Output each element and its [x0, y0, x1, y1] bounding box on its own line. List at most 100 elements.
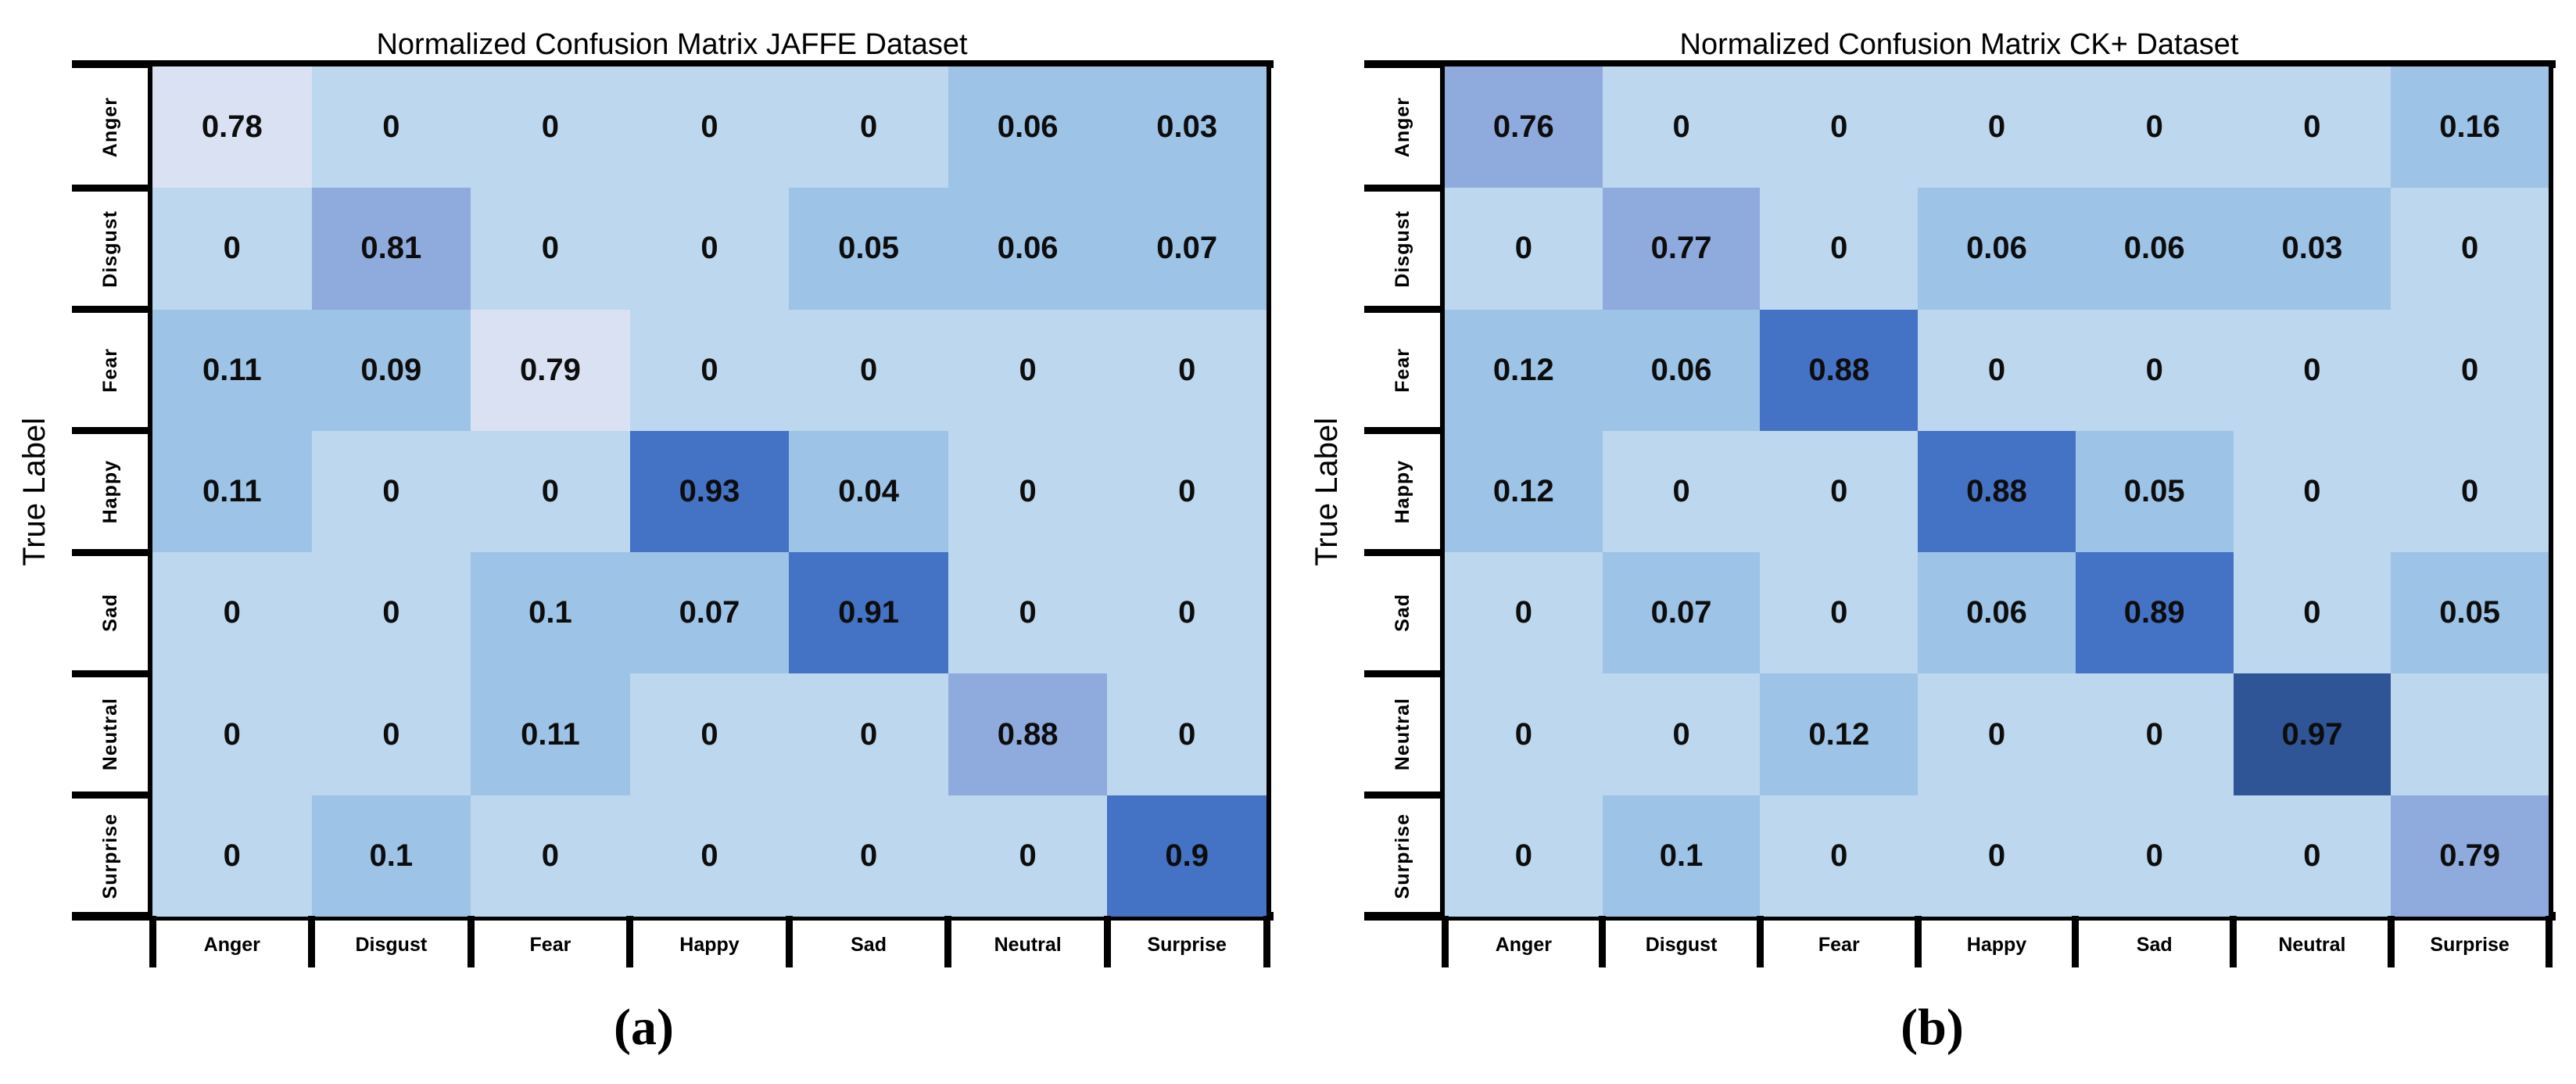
matrix-cell-0-0: 0.78 — [152, 66, 312, 188]
col-label-sad: Sad — [851, 933, 887, 956]
matrix-cell-5-3: 0 — [1918, 673, 2076, 795]
matrix-cell-6-4: 0 — [2075, 795, 2234, 917]
matrix-cell-0-0: 0.76 — [1445, 66, 1603, 188]
matrix-cell-0-2: 0 — [471, 66, 630, 188]
x-tick-mark — [1599, 916, 1607, 967]
matrix-cell-6-1: 0.1 — [311, 795, 471, 917]
matrix-cell-4-2: 0 — [1760, 552, 1919, 674]
row-label-neutral: Neutral — [99, 698, 121, 771]
col-label-disgust: Disgust — [1645, 933, 1718, 956]
matrix-cell-5-6: 0 — [1107, 673, 1267, 795]
matrix-cell-5-6 — [2391, 673, 2549, 795]
col-label-surprise: Surprise — [2430, 933, 2510, 956]
y-axis-label: True Label — [16, 417, 52, 566]
matrix-cell-4-0: 0 — [1445, 552, 1603, 674]
matrix-cell-4-4: 0.89 — [2075, 552, 2234, 674]
row-label-neutral: Neutral — [1391, 698, 1413, 771]
chart-title: Normalized Confusion Matrix JAFFE Datase… — [376, 28, 968, 61]
matrix-cell-1-6: 0.07 — [1107, 188, 1267, 310]
matrix-cell-3-0: 0.11 — [152, 430, 312, 553]
row-label-fear: Fear — [1391, 347, 1413, 393]
x-tick-mark — [944, 916, 952, 967]
matrix-cell-6-1: 0.1 — [1602, 795, 1761, 917]
matrix-cell-4-5: 0 — [948, 552, 1108, 674]
matrix-cell-2-1: 0.09 — [311, 309, 471, 431]
matrix-cell-2-3: 0 — [629, 309, 790, 431]
matrix-cell-3-5: 0 — [2233, 430, 2391, 553]
matrix-cell-6-0: 0 — [1445, 795, 1603, 917]
col-label-fear: Fear — [529, 933, 571, 956]
matrix-cell-1-5: 0.06 — [948, 188, 1108, 310]
matrix-cell-2-1: 0.06 — [1602, 309, 1761, 431]
matrix-cell-6-0: 0 — [152, 795, 312, 917]
matrix-cell-0-5: 0 — [2233, 66, 2391, 188]
matrix-cell-5-3: 0 — [629, 673, 790, 795]
row-label-disgust: Disgust — [1391, 210, 1413, 288]
matrix-cell-5-5: 0.88 — [948, 673, 1108, 795]
matrix-cell-1-0: 0 — [1445, 188, 1603, 310]
col-label-sad: Sad — [2136, 933, 2173, 956]
matrix-cell-6-2: 0 — [471, 795, 630, 917]
panel-ckplus: Normalized Confusion Matrix CK+ Dataset … — [1288, 0, 2576, 1084]
y-tick-mark — [1364, 184, 1441, 192]
matrix-cell-4-4: 0.91 — [789, 552, 948, 674]
matrix-cell-1-4: 0.05 — [789, 188, 948, 310]
matrix-cell-5-4: 0 — [789, 673, 948, 795]
x-tick-mark — [1263, 916, 1270, 967]
y-tick-mark — [1364, 306, 1441, 314]
matrix-cell-6-6: 0.79 — [2391, 795, 2549, 917]
x-tick-mark — [1441, 916, 1449, 967]
subfigure-caption: (a) — [614, 999, 674, 1056]
matrix-cell-2-4: 0 — [789, 309, 948, 431]
matrix-cell-3-0: 0.12 — [1445, 430, 1603, 553]
matrix-cell-0-3: 0 — [629, 66, 790, 188]
row-label-sad: Sad — [1391, 594, 1413, 633]
x-tick-mark — [149, 916, 156, 967]
y-axis-tick-labels: Anger Disgust Fear Happy Sad Neutral Surprise — [1364, 66, 1441, 917]
matrix-cell-0-4: 0 — [2075, 66, 2234, 188]
matrix-cell-4-5: 0 — [2233, 552, 2391, 674]
col-label-happy: Happy — [679, 933, 740, 956]
matrix-cell-4-0: 0 — [152, 552, 312, 674]
row-label-anger: Anger — [99, 97, 121, 158]
matrix-cell-1-6: 0 — [2391, 188, 2549, 310]
x-axis-tick-labels: Anger Disgust Fear Happy Sad Neutral Surprise — [1445, 923, 2549, 967]
matrix-cell-1-2: 0 — [471, 188, 630, 310]
matrix-cell-2-3: 0 — [1918, 309, 2076, 431]
y-tick-mark — [72, 548, 149, 556]
row-label-anger: Anger — [1391, 97, 1413, 158]
y-tick-mark — [1364, 669, 1441, 677]
x-tick-mark — [1756, 916, 1764, 967]
matrix-cell-2-4: 0 — [2075, 309, 2234, 431]
matrix-cell-0-1: 0 — [1602, 66, 1761, 188]
matrix-cell-3-6: 0 — [2391, 430, 2549, 553]
left-axis-line — [148, 66, 152, 917]
matrix-cell-0-5: 0.06 — [948, 66, 1108, 188]
matrix-cell-6-2: 0 — [1760, 795, 1919, 917]
x-axis-tick-labels: Anger Disgust Fear Happy Sad Neutral Surprise — [152, 923, 1267, 967]
matrix-cell-0-3: 0 — [1918, 66, 2076, 188]
matrix-cell-2-5: 0 — [2233, 309, 2391, 431]
matrix-cell-3-4: 0.04 — [789, 430, 948, 553]
matrix-cell-1-0: 0 — [152, 188, 312, 310]
col-label-anger: Anger — [203, 933, 260, 956]
y-tick-mark — [72, 306, 149, 314]
matrix-cell-6-6: 0.9 — [1107, 795, 1267, 917]
x-tick-mark — [308, 916, 316, 967]
x-tick-mark — [1914, 916, 1922, 967]
matrix-cell-0-4: 0 — [789, 66, 948, 188]
row-label-sad: Sad — [99, 594, 121, 633]
col-label-happy: Happy — [1966, 933, 2027, 956]
matrix-cell-1-1: 0.81 — [311, 188, 471, 310]
row-label-happy: Happy — [1391, 459, 1413, 524]
x-tick-mark — [1103, 916, 1111, 967]
matrix-cell-0-2: 0 — [1760, 66, 1919, 188]
col-label-neutral: Neutral — [994, 933, 1062, 956]
col-label-anger: Anger — [1495, 933, 1552, 956]
x-axis-ticks — [1441, 916, 2553, 967]
matrix-cell-5-2: 0.12 — [1760, 673, 1919, 795]
matrix-cell-4-3: 0.06 — [1918, 552, 2076, 674]
y-tick-mark — [1364, 427, 1441, 435]
matrix-cell-2-5: 0 — [948, 309, 1108, 431]
